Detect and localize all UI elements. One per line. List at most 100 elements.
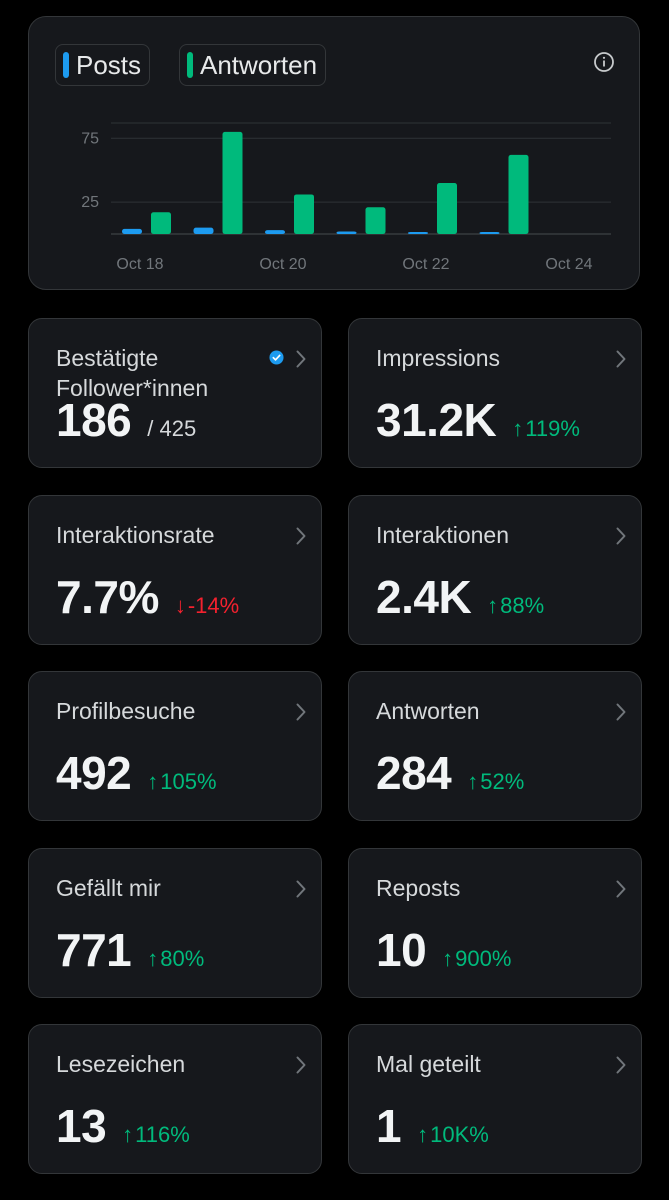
arrow-up-icon: ↑ <box>417 1122 429 1147</box>
chevron-right-icon <box>616 880 626 897</box>
stat-delta: ↑ 10K% <box>417 1122 489 1148</box>
stat-delta-value: 116% <box>135 1122 190 1147</box>
x-tick-label: Oct 24 <box>545 256 592 273</box>
stat-delta-value: 105% <box>160 769 217 794</box>
stat-delta: ↑ 80% <box>147 946 204 972</box>
chevron-right-icon <box>296 880 306 897</box>
chevron-right-icon <box>616 527 626 544</box>
stat-label: Reposts <box>376 874 461 901</box>
replies-swatch-icon <box>187 52 193 78</box>
arrow-up-icon: ↑ <box>122 1122 134 1147</box>
bar-antworten <box>365 207 386 234</box>
stat-label: Gefällt mir <box>56 874 161 901</box>
stat-delta-value: 900% <box>455 945 512 971</box>
stat-label: Lesezeichen <box>56 1051 186 1077</box>
stat-card-interaktionsrate[interactable]: Interaktionsrate 7.7% ↓ -14% <box>28 494 322 645</box>
x-tick-label: Oct 18 <box>116 256 163 273</box>
stat-value-row: 13 ↑ 116% <box>56 1099 190 1153</box>
stat-value: 1 <box>376 1100 402 1152</box>
stat-value-row: 186 / 425 <box>56 393 196 447</box>
chevron-right-icon <box>296 1056 306 1074</box>
chevron-right-icon <box>296 703 306 721</box>
bar-antworten <box>508 154 529 234</box>
stat-delta-value: 52% <box>480 769 525 794</box>
chevron-right-icon <box>616 350 626 368</box>
chevron-right-icon <box>616 1056 626 1074</box>
stat-value-row: 284 ↑ 52% <box>376 746 524 800</box>
stat-card-profilbesuche[interactable]: Profilbesuche 492 ↑ 105% <box>28 671 322 821</box>
stat-delta: ↑ 900% <box>442 946 511 972</box>
stat-value-row: 31.2K ↑ 119% <box>376 393 580 447</box>
stat-value: 771 <box>56 923 132 976</box>
stat-label: Antworten <box>376 698 480 724</box>
stat-value-row: 771 ↑ 80% <box>56 923 204 977</box>
stat-value: 2.4K <box>376 570 472 623</box>
stat-delta: ↑ 116% <box>122 1122 190 1148</box>
stat-value-row: 10 ↑ 900% <box>376 923 511 977</box>
stat-delta-value: 88% <box>500 592 545 618</box>
chevron-right-icon <box>296 527 306 544</box>
chevron-right-icon <box>616 703 626 721</box>
arrow-up-icon: ↑ <box>487 592 499 618</box>
x-tick-label: Oct 22 <box>402 256 449 273</box>
stat-value-row: 492 ↑ 105% <box>56 746 217 800</box>
stat-label: Interaktionsrate <box>56 521 215 548</box>
stat-value: 186 <box>56 394 132 446</box>
stat-card-lesezeichen[interactable]: Lesezeichen 13 ↑ 116% <box>28 1024 322 1174</box>
stat-delta-value: 80% <box>160 945 205 971</box>
bar-posts <box>122 228 142 234</box>
arrow-up-icon: ↑ <box>442 945 454 971</box>
stat-value: 31.2K <box>376 394 497 446</box>
arrow-down-icon: ↓ <box>174 592 186 618</box>
bar-posts <box>408 232 428 234</box>
posts-swatch-icon <box>63 52 69 78</box>
stat-card-bestätigte-follower-innen[interactable]: Bestätigte Follower*innen 186 / 425 <box>28 318 322 468</box>
stat-total: / 425 <box>147 416 197 441</box>
stat-delta-value: 119% <box>525 416 580 441</box>
activity-chart-card: Posts Antworten 75 25 Oct 18 Oct 20 Oct 22 Oc… <box>28 16 640 290</box>
stat-value: 13 <box>56 1100 107 1152</box>
stat-delta-value: -14% <box>187 592 240 618</box>
stat-label: Mal geteilt <box>376 1051 481 1077</box>
y-tick-label: 75 <box>81 130 99 147</box>
stat-value: 10 <box>376 923 427 976</box>
x-tick-label: Oct 20 <box>259 256 306 273</box>
bar-antworten <box>222 131 243 234</box>
stat-label: Impressions <box>376 345 500 371</box>
stat-card-interaktionen[interactable]: Interaktionen 2.4K ↑ 88% <box>348 494 642 645</box>
legend-posts-label: Posts <box>76 49 142 80</box>
stat-value-row: 7.7% ↓ -14% <box>56 570 239 624</box>
stat-label: Profilbesuche <box>56 698 196 724</box>
stat-card-mal-geteilt[interactable]: Mal geteilt 1 ↑ 10K% <box>348 1024 642 1174</box>
legend-replies[interactable]: Antworten <box>179 44 327 86</box>
bar-antworten <box>294 194 314 234</box>
stat-value-row: 1 ↑ 10K% <box>376 1099 489 1153</box>
legend-posts[interactable]: Posts <box>55 44 151 86</box>
chevron-right-icon <box>296 350 306 368</box>
bar-antworten <box>151 212 171 234</box>
stat-card-reposts[interactable]: Reposts 10 ↑ 900% <box>348 847 642 998</box>
arrow-up-icon: ↑ <box>467 769 479 794</box>
bar-posts <box>479 232 500 234</box>
stat-label: Interaktionen <box>376 521 509 548</box>
legend-replies-label: Antworten <box>200 49 318 80</box>
arrow-up-icon: ↑ <box>512 416 524 441</box>
bar-chart: 75 25 Oct 18 Oct 20 Oct 22 Oct 24 <box>81 122 611 273</box>
stat-value-row: 2.4K ↑ 88% <box>376 570 544 624</box>
stat-card-impressions[interactable]: Impressions 31.2K ↑ 119% <box>348 318 642 468</box>
stat-delta: ↑ 105% <box>147 769 216 795</box>
bar-posts <box>336 231 357 234</box>
stat-value: 7.7% <box>56 570 159 623</box>
bar-posts <box>265 230 285 234</box>
stat-delta-value: 10K% <box>430 1122 489 1147</box>
stat-delta: ↑ 52% <box>467 769 524 795</box>
stat-card-gefällt-mir[interactable]: Gefällt mir 771 ↑ 80% <box>28 847 322 998</box>
stat-delta: ↑ 88% <box>487 593 544 619</box>
info-circle-icon[interactable] <box>593 51 615 73</box>
stat-card-antworten[interactable]: Antworten 284 ↑ 52% <box>348 671 642 821</box>
stat-label: Bestätigte Follower*innen <box>56 345 209 401</box>
y-tick-label: 25 <box>81 194 99 211</box>
bar-antworten <box>437 182 457 234</box>
stat-value: 492 <box>56 747 132 799</box>
stat-delta: ↑ 119% <box>512 416 580 442</box>
